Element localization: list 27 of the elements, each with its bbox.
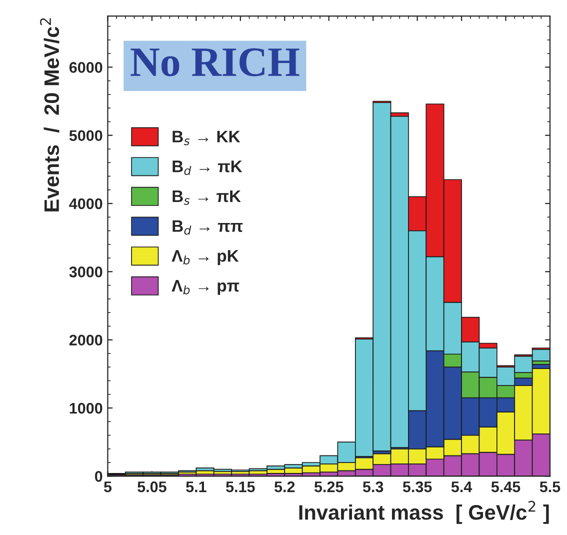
x-axis-title: Invariant mass [ GeV/c$^{2}$ ]	[299, 500, 549, 524]
y-tick-label: 0	[94, 471, 102, 482]
x-tick-label: 5.4	[451, 482, 472, 492]
y-axis-title: Events / 20 MeV/c$^{2}$	[40, 18, 60, 212]
x-tick-label: 5.15	[226, 482, 255, 492]
y-tick-label: 6000	[69, 62, 102, 73]
x-tick-label: 5.45	[491, 482, 520, 492]
legend-label: B$_{d}$ → πK	[172, 160, 242, 176]
x-tick-label: 5.2	[274, 481, 295, 492]
y-tick-label: 3000	[69, 266, 102, 278]
x-tick-label: 5.1	[186, 482, 206, 492]
legend-label: Λ$_{b}$ → pK	[172, 250, 239, 266]
legend-label: B$_{s}$ → πK	[172, 190, 241, 205]
x-tick-label: 5.05	[138, 481, 166, 492]
legend-label: B$_{s}$ → KK	[172, 130, 240, 146]
y-tick-label: 2000	[69, 334, 102, 346]
x-tick-label: 5.25	[314, 481, 344, 492]
annotation: No RICH	[130, 48, 300, 76]
x-tick-label: 5	[104, 482, 112, 492]
x-tick-label: 5.5	[540, 482, 560, 492]
y-tick-label: 5000	[69, 130, 102, 142]
legend-label: Λ$_{b}$ → pπ	[172, 280, 240, 295]
x-tick-label: 5.3	[362, 481, 384, 492]
y-tick-label: 4000	[69, 198, 102, 210]
y-tick-label: 1000	[70, 402, 102, 414]
x-tick-label: 5.35	[402, 481, 432, 492]
legend-label: B$_{d}$ → ππ	[172, 220, 243, 235]
